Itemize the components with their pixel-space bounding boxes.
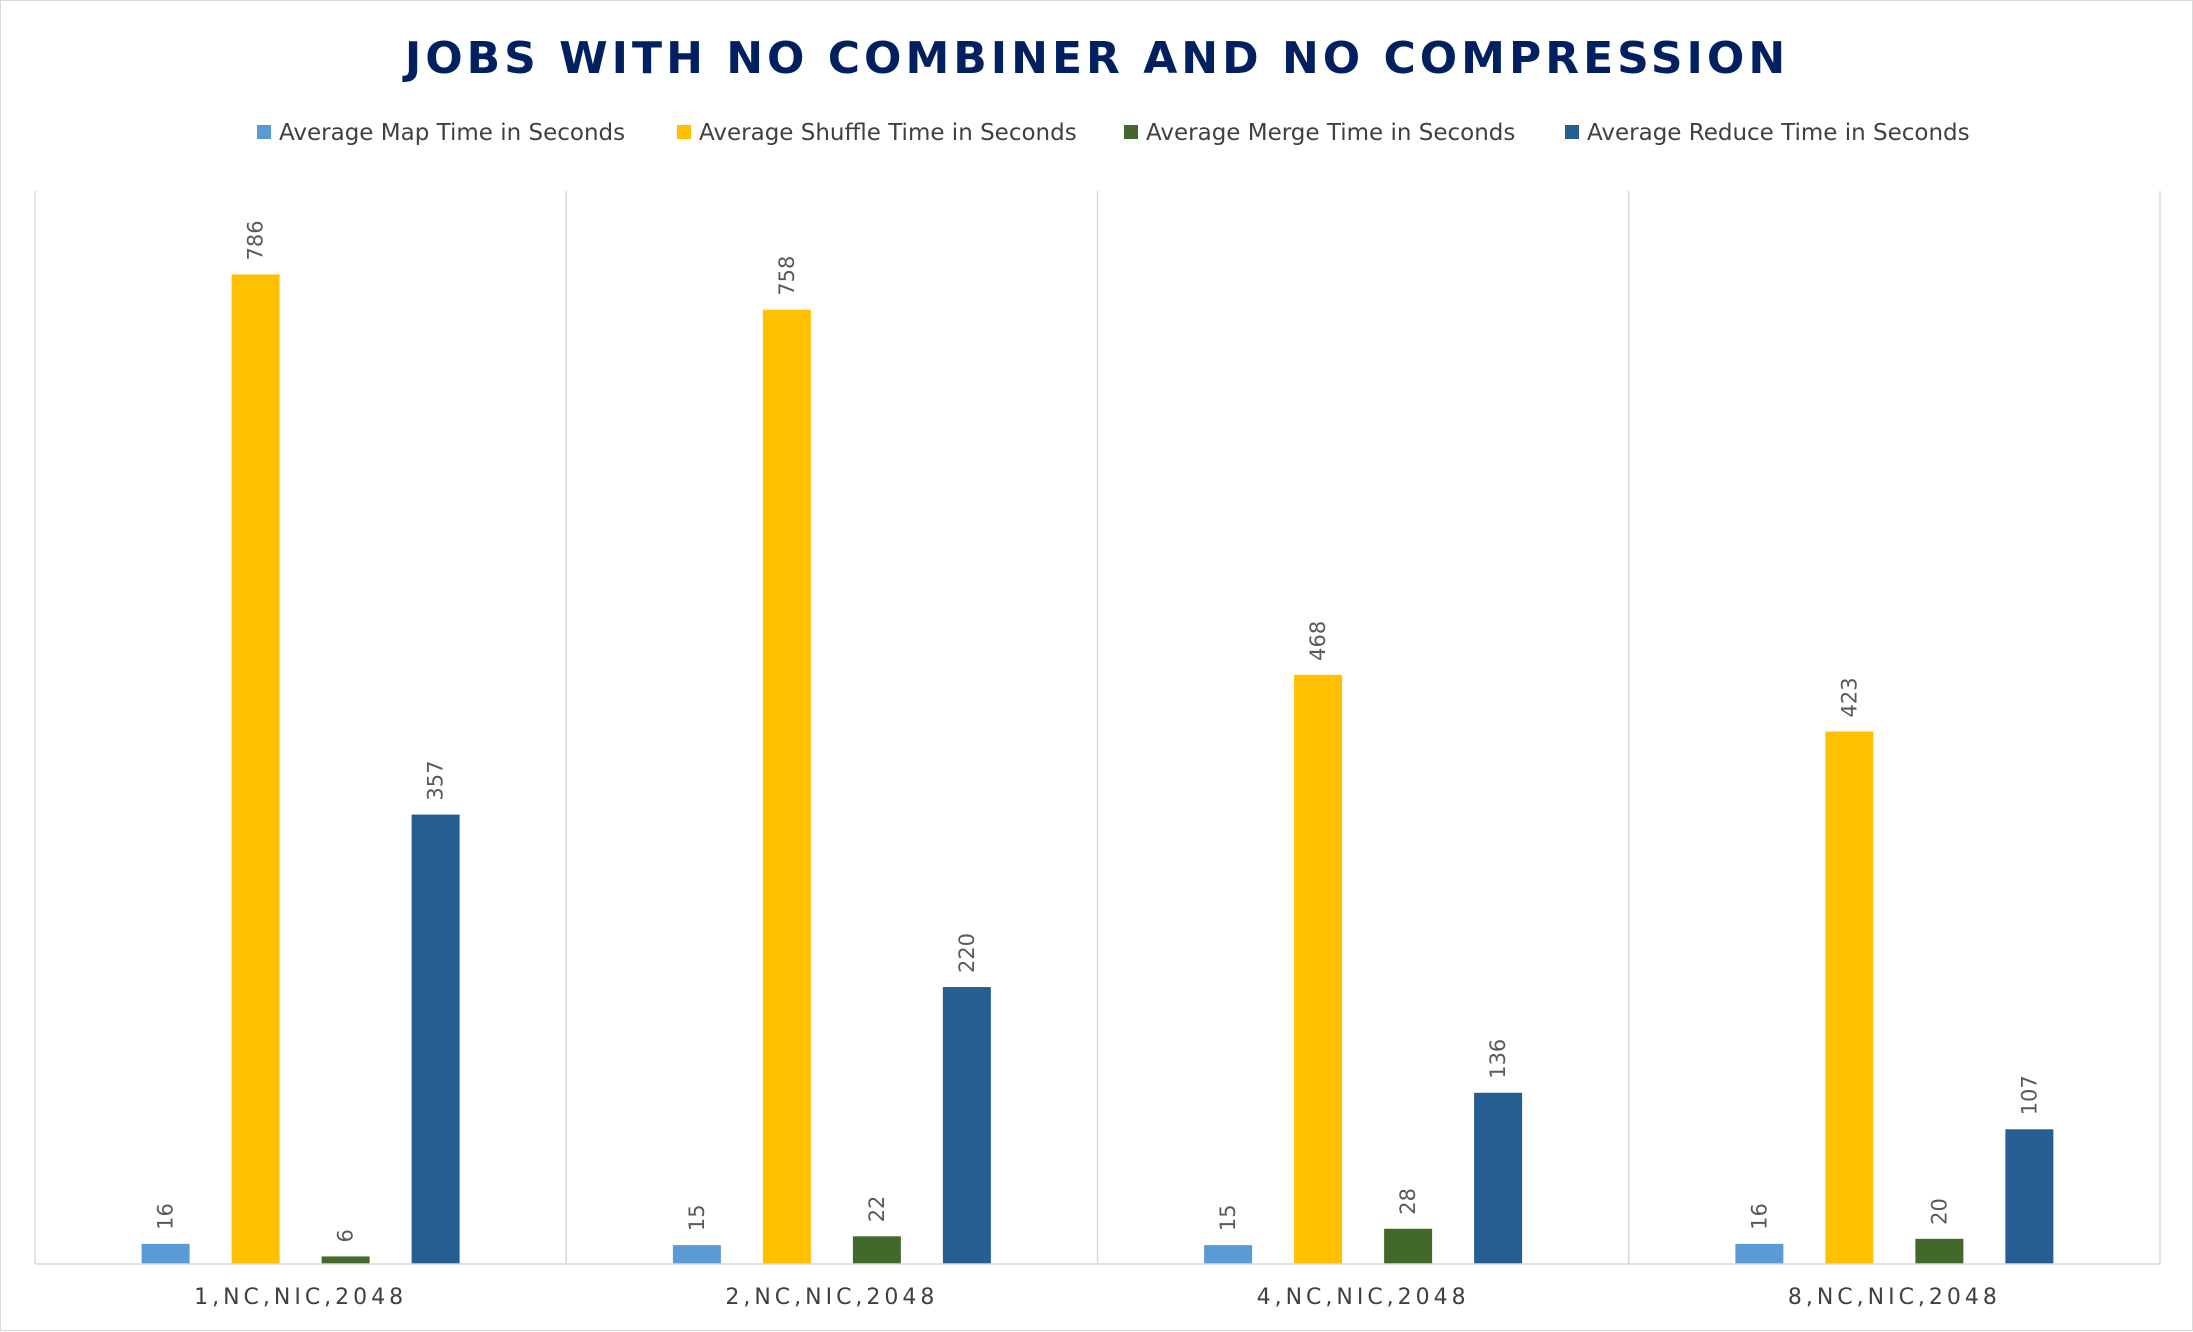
data-label-average-shuffle-time-in-seconds-8-nc-nic-2048: 423 — [1837, 677, 1861, 717]
bar-average-shuffle-time-in-seconds-2-nc-nic-2048 — [762, 309, 811, 1264]
data-label-average-map-time-in-seconds-8-nc-nic-2048: 16 — [1747, 1203, 1771, 1230]
legend-label-average-map-time-in-seconds: Average Map Time in Seconds — [279, 120, 625, 146]
legend-item-average-merge-time-in-seconds: Average Merge Time in Seconds — [1124, 120, 1515, 146]
chart-title: JOBS WITH NO COMBINER AND NO COMPRESSION — [402, 33, 1789, 84]
data-label-average-shuffle-time-in-seconds-1-nc-nic-2048: 786 — [244, 220, 268, 260]
data-label-average-map-time-in-seconds-2-nc-nic-2048: 15 — [685, 1204, 709, 1231]
legend-label-average-merge-time-in-seconds: Average Merge Time in Seconds — [1146, 120, 1515, 146]
legend-swatch-average-reduce-time-in-seconds — [1565, 125, 1579, 139]
bar-average-reduce-time-in-seconds-2-nc-nic-2048 — [942, 987, 991, 1264]
data-label-average-reduce-time-in-seconds-1-nc-nic-2048: 357 — [424, 760, 448, 800]
data-label-average-reduce-time-in-seconds-2-nc-nic-2048: 220 — [955, 933, 979, 973]
x-tick-label-4-nc-nic-2048: 4,NC,NIC,2048 — [1257, 1285, 1470, 1310]
data-label-average-reduce-time-in-seconds-8-nc-nic-2048: 107 — [2017, 1075, 2041, 1115]
legend-label-average-shuffle-time-in-seconds: Average Shuffle Time in Seconds — [699, 120, 1077, 146]
data-label-average-shuffle-time-in-seconds-4-nc-nic-2048: 468 — [1306, 621, 1330, 661]
data-labels-group: 16 786 6 357 15 758 22 220 15 468 28 136 16 423 20 107 — [154, 220, 2042, 1242]
bar-average-shuffle-time-in-seconds-8-nc-nic-2048 — [1825, 731, 1874, 1264]
legend-swatch-average-merge-time-in-seconds — [1124, 125, 1138, 139]
bar-average-reduce-time-in-seconds-4-nc-nic-2048 — [1474, 1092, 1523, 1264]
bar-average-map-time-in-seconds-1-nc-nic-2048 — [141, 1243, 190, 1264]
bar-average-merge-time-in-seconds-2-nc-nic-2048 — [852, 1236, 901, 1264]
category-separators — [34, 191, 2161, 1264]
data-label-average-map-time-in-seconds-1-nc-nic-2048: 16 — [154, 1203, 178, 1230]
data-label-average-map-time-in-seconds-4-nc-nic-2048: 15 — [1216, 1204, 1240, 1231]
x-tick-label-8-nc-nic-2048: 8,NC,NIC,2048 — [1788, 1285, 2001, 1310]
bars-group — [141, 274, 2054, 1265]
x-tick-label-2-nc-nic-2048: 2,NC,NIC,2048 — [725, 1285, 938, 1310]
bar-average-merge-time-in-seconds-1-nc-nic-2048 — [321, 1256, 370, 1264]
data-label-average-merge-time-in-seconds-4-nc-nic-2048: 28 — [1396, 1188, 1420, 1215]
legend-swatch-average-map-time-in-seconds — [257, 125, 271, 139]
bar-average-reduce-time-in-seconds-8-nc-nic-2048 — [2005, 1129, 2054, 1264]
bar-average-shuffle-time-in-seconds-1-nc-nic-2048 — [231, 274, 280, 1265]
x-axis-tick-labels: 1,NC,NIC,2048 2,NC,NIC,2048 4,NC,NIC,2048 8… — [194, 1285, 2001, 1310]
data-label-average-merge-time-in-seconds-2-nc-nic-2048: 22 — [865, 1196, 889, 1223]
bar-average-shuffle-time-in-seconds-4-nc-nic-2048 — [1294, 674, 1343, 1264]
legend-item-average-shuffle-time-in-seconds: Average Shuffle Time in Seconds — [677, 120, 1077, 146]
chart-legend: Average Map Time in Seconds Average Shuff… — [257, 120, 1970, 146]
bar-average-map-time-in-seconds-8-nc-nic-2048 — [1735, 1243, 1784, 1264]
legend-swatch-average-shuffle-time-in-seconds — [677, 125, 691, 139]
data-label-average-merge-time-in-seconds-8-nc-nic-2048: 20 — [1927, 1198, 1951, 1225]
legend-label-average-reduce-time-in-seconds: Average Reduce Time in Seconds — [1587, 120, 1970, 146]
bar-average-map-time-in-seconds-2-nc-nic-2048 — [672, 1245, 721, 1264]
legend-item-average-reduce-time-in-seconds: Average Reduce Time in Seconds — [1565, 120, 1970, 146]
data-label-average-reduce-time-in-seconds-4-nc-nic-2048: 136 — [1486, 1039, 1510, 1079]
bar-average-merge-time-in-seconds-4-nc-nic-2048 — [1384, 1228, 1433, 1264]
bar-average-merge-time-in-seconds-8-nc-nic-2048 — [1915, 1238, 1964, 1264]
bar-average-map-time-in-seconds-4-nc-nic-2048 — [1204, 1245, 1253, 1264]
legend-item-average-map-time-in-seconds: Average Map Time in Seconds — [257, 120, 625, 146]
data-label-average-shuffle-time-in-seconds-2-nc-nic-2048: 758 — [775, 256, 799, 296]
data-label-average-merge-time-in-seconds-1-nc-nic-2048: 6 — [334, 1229, 358, 1242]
x-tick-label-1-nc-nic-2048: 1,NC,NIC,2048 — [194, 1285, 407, 1310]
bar-average-reduce-time-in-seconds-1-nc-nic-2048 — [411, 814, 460, 1264]
